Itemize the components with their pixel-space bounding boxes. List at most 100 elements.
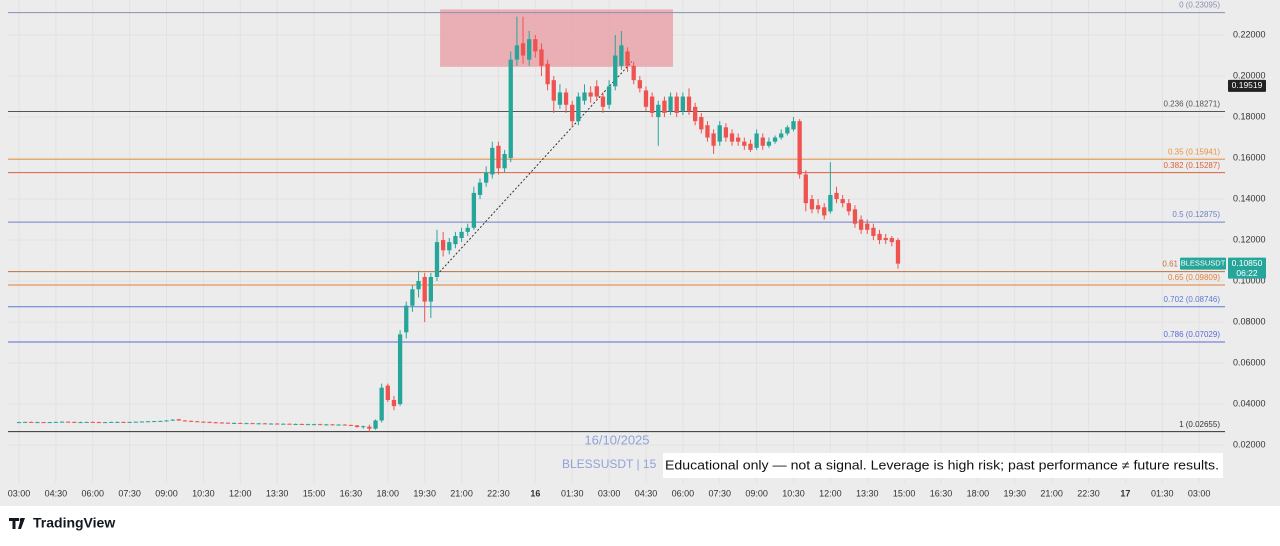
countdown: 06:22 bbox=[1236, 268, 1258, 278]
candle-body bbox=[852, 209, 858, 224]
candle-body bbox=[361, 426, 366, 428]
candle-body bbox=[539, 49, 544, 66]
candle-body bbox=[391, 399, 397, 407]
candle-body bbox=[803, 174, 808, 204]
candle-body bbox=[828, 194, 833, 212]
logo-dot bbox=[19, 518, 24, 522]
candle-body bbox=[102, 422, 108, 424]
fib-label: 0.35 (0.15941) bbox=[1168, 147, 1220, 156]
candle-body bbox=[865, 223, 870, 230]
candle-body bbox=[711, 133, 716, 146]
candle-body bbox=[895, 240, 901, 264]
candle-body bbox=[127, 421, 132, 423]
candle-body bbox=[59, 421, 65, 423]
candle-body bbox=[133, 421, 138, 423]
candle-body bbox=[213, 422, 218, 424]
candle-body bbox=[508, 59, 513, 159]
candle-body bbox=[840, 199, 845, 204]
candle-body bbox=[256, 423, 261, 425]
x-tick-label: 07:30 bbox=[118, 488, 141, 498]
y-tick-label: 0.22000 bbox=[1233, 29, 1266, 39]
x-tick-label: 04:30 bbox=[45, 488, 68, 498]
fib-label: 1 (0.02655) bbox=[1179, 420, 1220, 429]
candle-body bbox=[35, 422, 40, 424]
candle-body bbox=[182, 420, 188, 422]
candle-body bbox=[502, 153, 507, 169]
y-tick-label: 0.12000 bbox=[1233, 234, 1266, 244]
x-tick-label: 06:00 bbox=[81, 488, 104, 498]
candle-body bbox=[22, 421, 28, 423]
candle-body bbox=[379, 387, 384, 421]
candle-body bbox=[109, 421, 114, 423]
candle-body bbox=[514, 45, 520, 60]
brand: TradingView bbox=[33, 515, 115, 531]
y-tick-label: 0.20000 bbox=[1233, 70, 1266, 80]
candle-body bbox=[822, 207, 827, 216]
candle-body bbox=[477, 182, 483, 195]
candle-body bbox=[613, 55, 618, 87]
y-tick-label: 0.18000 bbox=[1233, 111, 1266, 121]
fib-label: 0.786 (0.07029) bbox=[1164, 330, 1221, 339]
candle-body bbox=[139, 421, 145, 423]
candle-body bbox=[158, 420, 163, 422]
candle-body bbox=[779, 133, 784, 138]
footer bbox=[0, 506, 1280, 546]
candle-body bbox=[692, 106, 698, 122]
candle-body bbox=[717, 125, 722, 142]
x-tick-label: 15:00 bbox=[893, 488, 916, 498]
x-tick-label: 01:30 bbox=[561, 488, 584, 498]
candle-body bbox=[268, 423, 274, 425]
candle-body bbox=[594, 86, 599, 97]
disclaimer: Educational only — not a signal. Leverag… bbox=[665, 458, 1219, 472]
candle-body bbox=[281, 423, 286, 425]
candle-body bbox=[262, 423, 268, 425]
candle-body bbox=[41, 422, 46, 424]
watermark-date: 16/10/2025 bbox=[584, 432, 649, 447]
y-tick-label: 0.04000 bbox=[1233, 398, 1266, 408]
candle-body bbox=[686, 96, 692, 111]
candle-body bbox=[385, 385, 390, 400]
candle-body bbox=[649, 96, 655, 113]
candle-body bbox=[754, 133, 759, 148]
candle-body bbox=[440, 240, 446, 251]
candle-body bbox=[84, 421, 89, 423]
candle-body bbox=[195, 421, 200, 423]
candle-body bbox=[551, 80, 556, 101]
candle-body bbox=[858, 219, 864, 230]
candle-body bbox=[582, 92, 587, 101]
candle-body bbox=[680, 96, 686, 111]
candle-body bbox=[705, 125, 710, 138]
candle-body bbox=[748, 143, 753, 150]
candle-body bbox=[293, 423, 298, 425]
candle-body bbox=[471, 192, 477, 228]
candle-body bbox=[484, 172, 489, 183]
candle-body bbox=[336, 424, 341, 426]
x-tick-label: 03:00 bbox=[8, 488, 31, 498]
candle-body bbox=[588, 92, 593, 97]
candle-body bbox=[699, 117, 704, 130]
candle-body bbox=[66, 421, 71, 423]
candle-body bbox=[453, 235, 458, 245]
price-marker: 0.19519 bbox=[1232, 80, 1263, 90]
x-tick-label: 13:30 bbox=[856, 488, 879, 498]
last-price-box bbox=[1228, 257, 1266, 279]
y-tick-label: 0.06000 bbox=[1233, 357, 1266, 367]
fib-label: 0.61 bbox=[1162, 260, 1178, 269]
candle-body bbox=[723, 127, 729, 138]
brand-logo bbox=[9, 518, 25, 529]
x-tick-label: 18:00 bbox=[377, 488, 400, 498]
x-tick-label: 12:00 bbox=[229, 488, 252, 498]
candle-body bbox=[729, 133, 735, 142]
candle-body bbox=[330, 424, 335, 426]
candle-body bbox=[871, 227, 876, 236]
candle-body bbox=[600, 96, 606, 107]
candle-body bbox=[305, 424, 311, 426]
candle-body bbox=[570, 104, 575, 122]
candle-body bbox=[766, 141, 772, 146]
candle-body bbox=[410, 289, 415, 306]
candle-body bbox=[889, 238, 894, 243]
fib-label: 0.382 (0.15287) bbox=[1164, 161, 1221, 170]
drawings bbox=[8, 9, 1225, 433]
x-tick-label: 09:00 bbox=[745, 488, 768, 498]
